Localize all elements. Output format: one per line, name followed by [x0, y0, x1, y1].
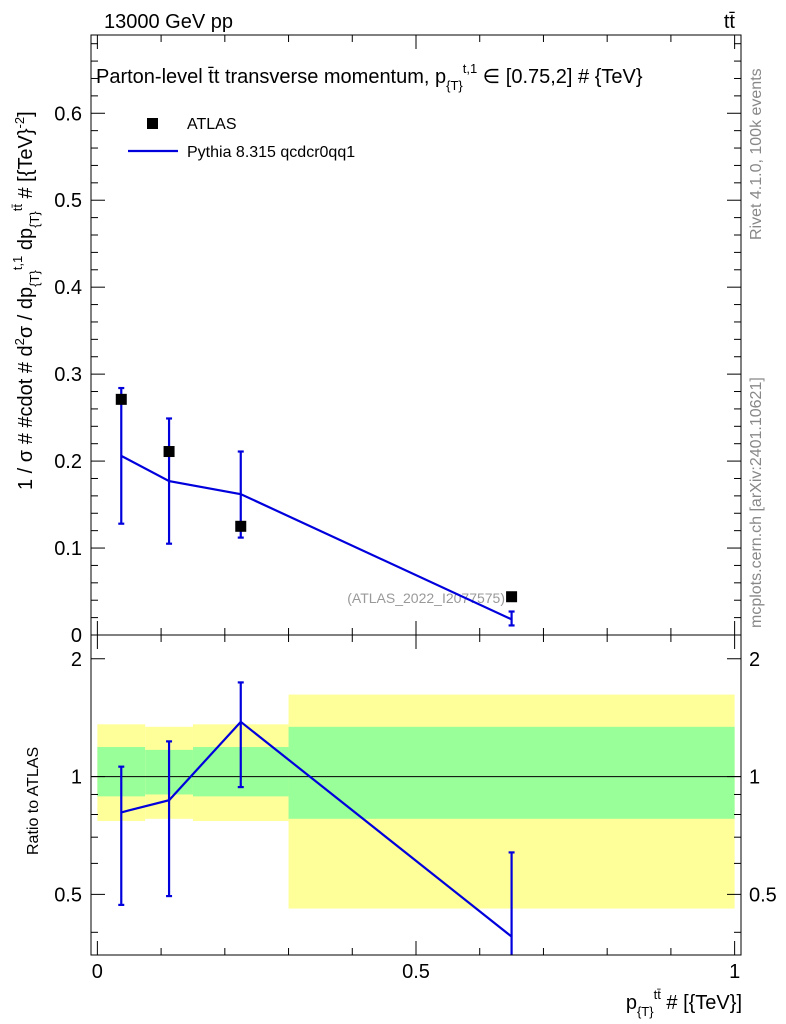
atlas-data-point [115, 393, 127, 405]
ratio-x-tick-label: 0 [92, 961, 103, 983]
atlas-data-point [163, 446, 175, 458]
ratio-axis-ticks: 0.5 0.5 1 1 2 2 0 0.5 1 [54, 635, 777, 983]
atlas-data-point [235, 520, 247, 532]
ratio-y-axis-label: Ratio to ATLAS [25, 747, 42, 855]
main-series [115, 386, 518, 627]
ratio-y-tick-label-right: 2 [749, 649, 760, 671]
main-y-tick-label: 0.5 [54, 190, 82, 212]
process-label: tt̄ [724, 11, 736, 33]
main-y-tick-label: 0.6 [54, 103, 82, 125]
x-axis-label: p{T}tt̄ # [{TeV}] [626, 987, 742, 1019]
mcplots-label: mcplots.cern.ch [arXiv:2401.10621] [748, 377, 765, 628]
main-y-tick-label: 0 [71, 625, 82, 647]
ratio-inner-band [288, 726, 735, 819]
legend: ATLAS Pythia 8.315 qcdcr0qq1 [128, 116, 355, 161]
pythia-line [120, 454, 513, 621]
main-y-tick-label: 0.4 [54, 277, 82, 299]
atlas-data-point [506, 591, 518, 603]
legend-label-pythia: Pythia 8.315 qcdcr0qq1 [187, 144, 355, 161]
rivet-version-label: Rivet 4.1.0, 100k events [748, 68, 765, 240]
analysis-watermark: (ATLAS_2022_I2077575) [347, 590, 505, 606]
legend-label-atlas: ATLAS [187, 116, 237, 133]
main-y-tick-label: 0.1 [54, 538, 82, 560]
legend-marker-atlas [147, 118, 158, 129]
ratio-y-tick-label-left: 0.5 [54, 884, 82, 906]
ratio-bands [97, 694, 735, 909]
ratio-y-tick-label-right: 0.5 [749, 884, 777, 906]
ratio-y-tick-label-right: 1 [749, 767, 760, 789]
main-y-tick-label: 0.2 [54, 451, 82, 473]
collision-label: 13000 GeV pp [104, 11, 233, 33]
ratio-y-tick-label-left: 1 [71, 767, 82, 789]
main-y-tick-label: 0.3 [54, 364, 82, 386]
ratio-series [118, 681, 515, 955]
ratio-x-tick-label: 0.5 [402, 961, 430, 983]
main-axis-ticks: 0 0.1 0.2 0.3 0.4 0.5 0.6 [54, 35, 741, 647]
ratio-y-tick-label-left: 2 [71, 649, 82, 671]
main-plot-title: Parton-level t̄t transverse momentum, p{… [96, 61, 643, 93]
main-y-axis-label: 1 / σ # #cdot # d2σ / dp{T}t,1 dp{T}tt̄ … [10, 111, 42, 490]
ratio-x-tick-label: 1 [729, 961, 740, 983]
ratio-line [120, 720, 513, 938]
